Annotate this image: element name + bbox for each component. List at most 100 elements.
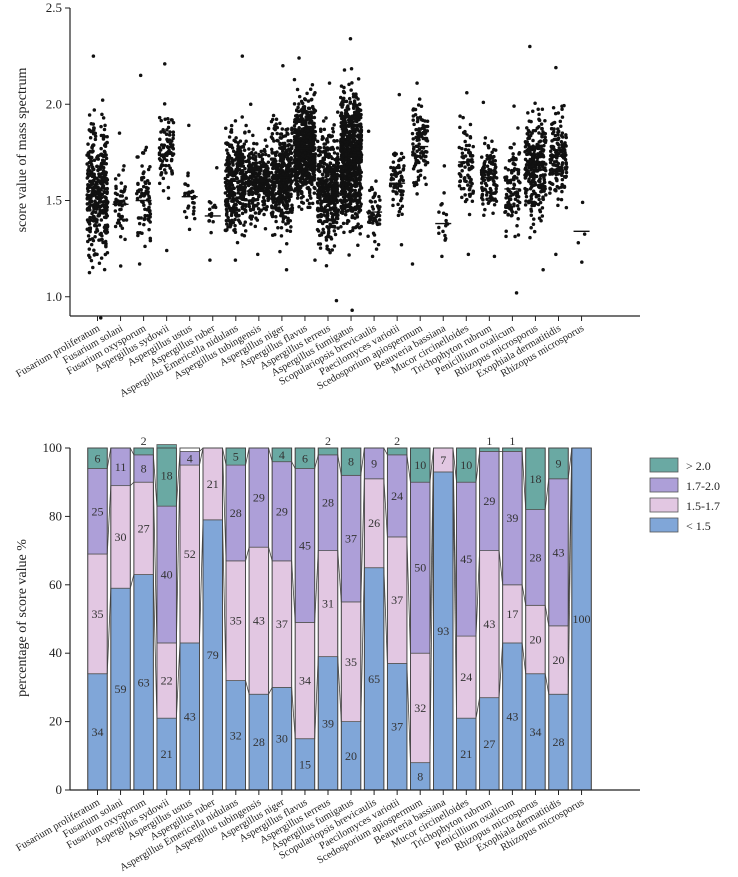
scatter-point xyxy=(166,120,171,125)
scatter-point xyxy=(493,159,498,163)
scatter-point xyxy=(458,114,462,118)
scatter-point xyxy=(224,126,228,130)
scatter-point xyxy=(233,119,238,123)
scatter-point xyxy=(460,146,464,151)
scatter-point xyxy=(187,123,191,128)
scatter-point xyxy=(261,199,265,204)
scatter-point xyxy=(264,165,268,169)
segment-label: 50 xyxy=(414,561,426,575)
scatter-point xyxy=(85,153,89,157)
segment-label: 24 xyxy=(460,670,472,684)
scatter-point xyxy=(171,143,175,147)
scatter-point xyxy=(346,195,351,199)
segment-label: 32 xyxy=(230,728,242,742)
scatter-point xyxy=(529,207,533,212)
scatter-point xyxy=(312,135,317,139)
scatter-point xyxy=(278,249,282,254)
scatter-point xyxy=(564,161,568,165)
scatter-point xyxy=(312,185,316,190)
scatter-point xyxy=(99,316,103,320)
scatter-point xyxy=(292,102,297,106)
scatter-point xyxy=(87,247,92,251)
scatter-point xyxy=(88,218,93,223)
scatter-point xyxy=(317,169,322,174)
scatter-point xyxy=(352,192,356,196)
scatter-point xyxy=(236,218,241,222)
scatter-point xyxy=(479,170,484,175)
scatter-point xyxy=(223,176,228,181)
scatter-point xyxy=(292,158,297,163)
scatter-point xyxy=(524,194,529,199)
scatter-point xyxy=(490,139,494,144)
scatter-point xyxy=(458,125,462,130)
scatter-point xyxy=(244,204,248,208)
scatter-point xyxy=(272,185,277,189)
scatter-point xyxy=(101,166,106,170)
bar-stack xyxy=(110,447,131,791)
scatter-point xyxy=(517,152,521,156)
scatter-point xyxy=(262,202,267,206)
scatter-point xyxy=(88,179,92,184)
scatter-point xyxy=(335,110,340,114)
scatter-column xyxy=(366,129,383,259)
scatter-point xyxy=(239,163,244,168)
scatter-point xyxy=(243,210,248,214)
segment-label: 21 xyxy=(161,747,173,761)
connector-line xyxy=(245,547,250,561)
scatter-point xyxy=(158,137,162,142)
scatter-point xyxy=(507,158,512,163)
scatter-point xyxy=(248,175,252,180)
scatter-point xyxy=(105,186,109,191)
scatter-point xyxy=(458,179,462,184)
scatter-point xyxy=(556,197,560,201)
scatter-point xyxy=(526,149,530,153)
scatter-point xyxy=(93,193,97,197)
scatter-point xyxy=(376,242,381,247)
scatter-point xyxy=(279,132,284,136)
scatter-point xyxy=(122,164,126,168)
scatter-point xyxy=(227,159,231,164)
scatter-point xyxy=(334,161,339,165)
scatter-point xyxy=(96,195,101,199)
segment-label: 4 xyxy=(187,451,193,465)
scatter-point xyxy=(359,129,364,134)
scatter-point xyxy=(288,219,293,223)
scatter-point xyxy=(305,135,310,139)
scatter-point xyxy=(243,131,247,135)
scatter-point xyxy=(263,188,268,193)
scatter-point xyxy=(90,174,95,179)
scatter-point xyxy=(271,182,276,186)
scatter-point xyxy=(559,197,564,202)
scatter-point xyxy=(489,191,493,196)
scatter-point xyxy=(411,108,415,112)
scatter-point xyxy=(358,159,362,163)
scatter-point xyxy=(282,191,287,195)
scatter-point xyxy=(136,231,140,235)
scatter-point xyxy=(463,165,467,169)
scatter-point xyxy=(247,169,252,174)
scatter-point xyxy=(281,211,286,215)
scatter-point xyxy=(325,146,330,150)
scatter-point xyxy=(263,173,268,178)
bar-stack xyxy=(133,447,154,791)
scatter-point xyxy=(270,233,275,237)
scatter-point xyxy=(564,205,569,210)
scatter-point xyxy=(242,186,247,191)
scatter-point xyxy=(340,200,344,205)
scatter-point xyxy=(234,151,238,155)
scatter-point xyxy=(309,144,314,149)
scatter-point xyxy=(99,218,104,222)
scatter-point xyxy=(350,188,354,192)
segment-label: 28 xyxy=(230,506,242,520)
scatter-point xyxy=(158,148,163,152)
scatter-point xyxy=(322,149,326,154)
scatter-point xyxy=(348,161,353,166)
scatter-point xyxy=(481,198,485,202)
scatter-y-axis-label: score value of mass spectrum xyxy=(15,67,30,232)
scatter-point xyxy=(559,139,564,144)
scatter-point xyxy=(281,172,285,176)
scatter-point xyxy=(504,175,509,179)
scatter-point xyxy=(240,157,245,162)
scatter-point xyxy=(515,190,519,194)
scatter-point xyxy=(105,190,109,194)
